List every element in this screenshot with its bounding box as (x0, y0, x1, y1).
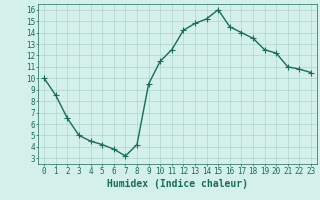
X-axis label: Humidex (Indice chaleur): Humidex (Indice chaleur) (107, 179, 248, 189)
